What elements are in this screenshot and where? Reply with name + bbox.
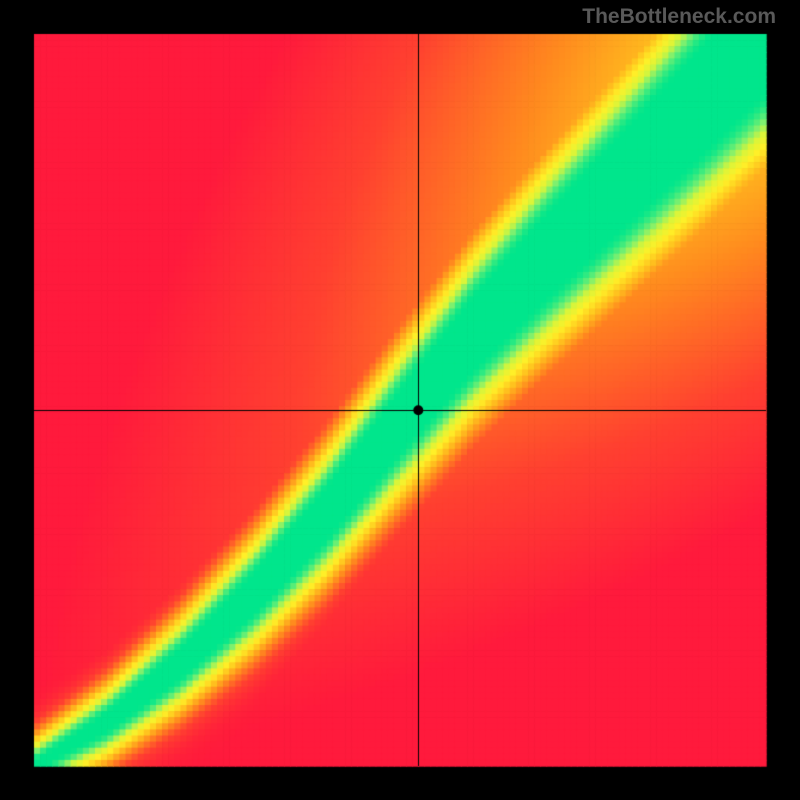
watermark-text: TheBottleneck.com bbox=[582, 5, 776, 29]
bottleneck-heatmap bbox=[0, 0, 800, 800]
chart-container: TheBottleneck.com bbox=[0, 0, 800, 800]
